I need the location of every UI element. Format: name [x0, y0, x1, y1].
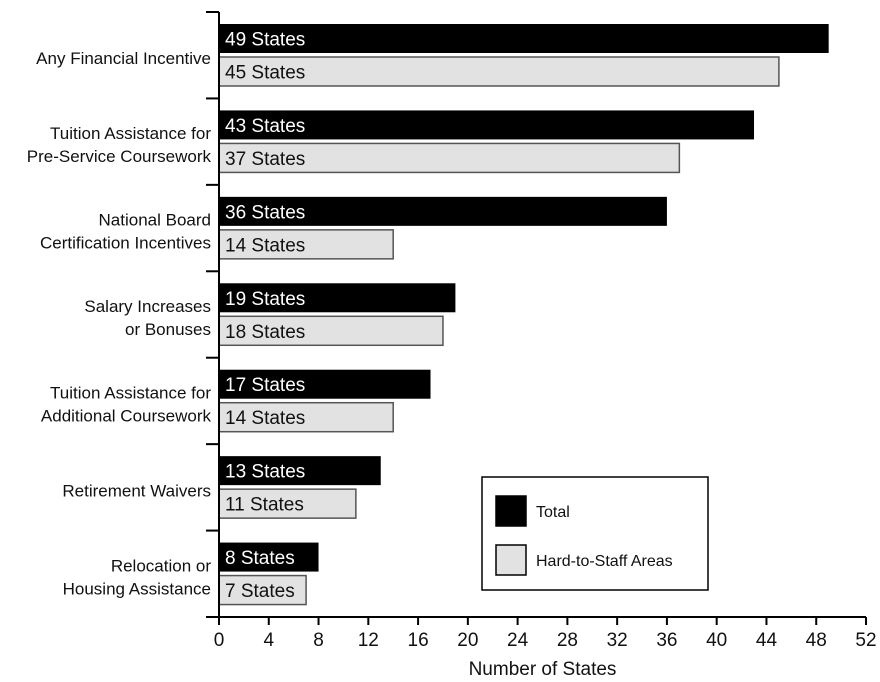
bar-total	[219, 542, 319, 572]
bar-total	[219, 369, 431, 399]
bar-hard-to-staff	[218, 142, 681, 174]
legend-swatch-total	[495, 495, 527, 527]
x-tick-label: 28	[557, 630, 578, 651]
legend: Total Hard-to-Staff Areas	[481, 476, 709, 591]
legend-swatch-hard-to-staff	[495, 544, 527, 576]
bar-hard-to-staff	[218, 56, 780, 87]
category-labels: Any Financial Incentive Tuition Assistanc…	[27, 49, 212, 598]
y-ticks	[206, 11, 219, 618]
bar-value-label: 17 States	[225, 375, 305, 396]
bar-hard-to-staff	[218, 315, 444, 347]
bar-total	[219, 196, 667, 226]
bar-value-label: 36 States	[225, 202, 305, 223]
bar-total	[219, 110, 755, 140]
legend-label: Total	[536, 504, 570, 521]
category-label: Relocation or Housing Assistance	[63, 556, 212, 598]
category-label: Tuition Assistance for Pre-Service Course…	[27, 124, 212, 166]
bar-total	[219, 283, 456, 313]
bar-value-label: 19 States	[225, 289, 305, 310]
bar-value-label: 14 States	[225, 235, 305, 256]
bar-total	[219, 24, 829, 53]
bar-value-label: 45 States	[225, 63, 305, 84]
x-ticks: 0 4 8 12 16 20 24 28 32 36 40 44 48 52	[214, 617, 877, 651]
x-tick-label: 8	[313, 630, 324, 651]
bar-value-label: 43 States	[225, 116, 305, 137]
bar-value-label: 7 States	[225, 581, 295, 602]
x-tick-label: 44	[756, 630, 778, 651]
bar-value-label: 49 States	[225, 30, 305, 51]
x-tick-label: 16	[408, 630, 429, 651]
x-tick-label: 12	[358, 630, 379, 651]
bar-value-label: 14 States	[225, 408, 305, 429]
category-label: Salary Increases or Bonuses	[84, 297, 211, 339]
axes: 0 4 8 12 16 20 24 28 32 36 40 44 48 52 Number of Stat…	[206, 11, 877, 680]
bar-value-label: 37 States	[225, 149, 305, 170]
bar-hard-to-staff	[218, 229, 394, 260]
category-label: Retirement Waivers	[62, 481, 211, 500]
x-tick-label: 20	[457, 630, 478, 651]
x-axis-label: Number of States	[469, 659, 617, 680]
x-tick-label: 0	[214, 630, 225, 651]
bar-value-label: 18 States	[225, 322, 305, 343]
legend-label: Hard-to-Staff Areas	[536, 553, 673, 570]
bar-value-label: 13 States	[225, 462, 305, 483]
bars: 49 States 45 States 43 States 37 States 36 S…	[218, 24, 829, 606]
bar-value-label: 8 States	[225, 548, 295, 569]
category-label: Tuition Assistance for Additional Coursew…	[41, 383, 212, 425]
x-tick-label: 52	[855, 630, 876, 651]
x-tick-label: 40	[706, 630, 727, 651]
bar-value-label: 11 States	[225, 495, 304, 516]
x-tick-label: 4	[263, 630, 274, 651]
bar-total	[219, 456, 381, 486]
x-tick-label: 24	[507, 630, 529, 651]
category-label: National Board Certification Incentives	[40, 211, 211, 253]
x-tick-label: 32	[607, 630, 628, 651]
bar-hard-to-staff	[218, 574, 307, 606]
x-tick-label: 36	[656, 630, 677, 651]
x-tick-label: 48	[806, 630, 827, 651]
category-label: Any Financial Incentive	[36, 49, 211, 68]
